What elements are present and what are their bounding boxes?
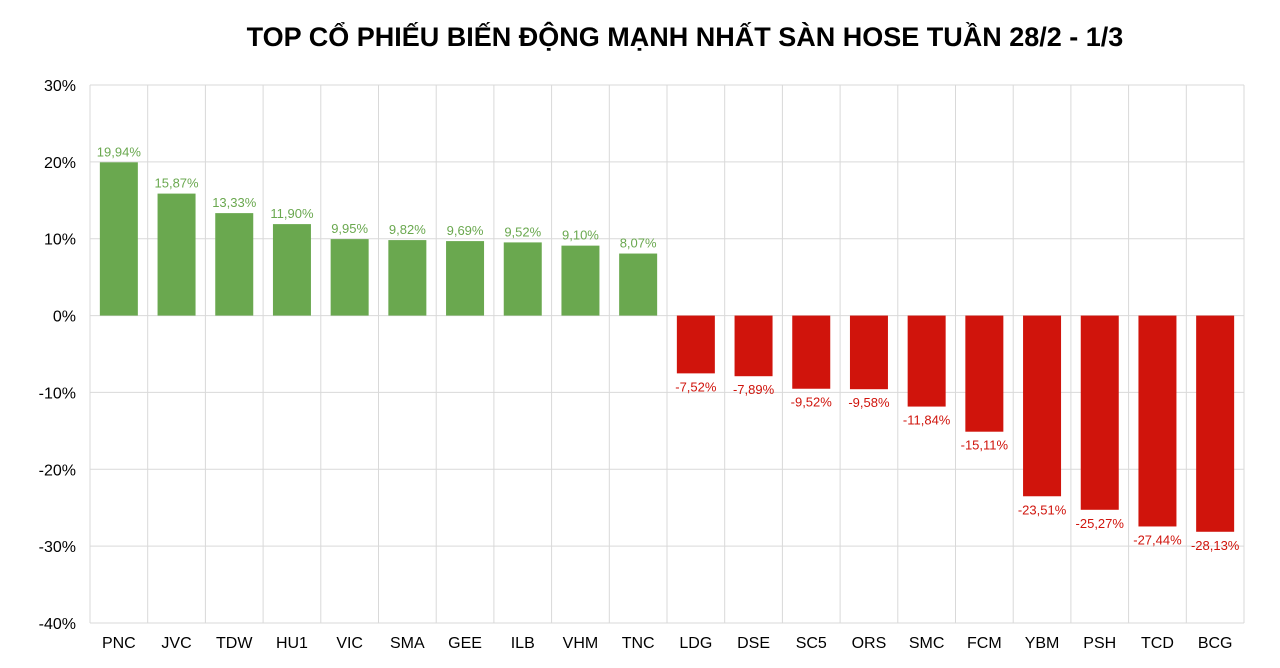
data-label: -9,52% [791,395,833,410]
x-category-label: TDW [216,635,253,652]
x-category-label: VHM [563,635,599,652]
gridlines [89,84,1245,624]
y-tick-label: 20% [44,155,76,172]
y-tick-label: -10% [39,385,76,402]
x-category-label: JVC [161,635,191,652]
data-label: 15,87% [155,176,200,191]
x-category-label: SC5 [796,635,827,652]
data-label: -7,89% [733,382,775,397]
bar-tcd [1138,315,1177,527]
bar-psh [1080,315,1119,510]
x-category-label: ORS [852,635,887,652]
data-label: 13,33% [212,195,257,210]
data-labels: 19,94% 15,87% 13,33% 11,90% 9,95% 9,82% 9,69% 9… [97,144,1240,552]
x-axis-category-labels: PNC JVC TDW HU1 VIC SMA GEE ILB VHM TNC LDG DSE SC5 O… [102,635,1233,652]
x-category-label: PNC [102,635,136,652]
x-category-label: GEE [448,635,482,652]
data-label: 9,10% [562,228,599,243]
bar-tnc [619,253,658,316]
bar-fcm [965,315,1004,432]
data-label: -11,84% [903,413,951,428]
bar-ilb [503,242,542,316]
y-tick-label: 0% [53,309,76,326]
data-label: -15,11% [961,438,1009,453]
x-category-label: TNC [622,635,655,652]
y-axis-tick-labels: 30% 20% 10% 0% -10% -20% -30% -40% [39,78,76,633]
x-category-label: DSE [737,635,770,652]
x-category-label: HU1 [276,635,308,652]
x-category-label: TCD [1141,635,1174,652]
data-label: -28,13% [1191,538,1240,553]
bar-ldg [676,315,715,374]
x-category-label: ILB [511,635,535,652]
x-category-label: VIC [336,635,363,652]
chart-title: TOP CỔ PHIẾU BIẾN ĐỘNG MẠNH NHẤT SÀN HOS… [246,22,1124,52]
bar-vhm [561,245,600,316]
bar-smc [907,315,946,407]
data-label: -27,44% [1133,532,1182,547]
x-category-label: SMC [909,635,945,652]
bar-bcg [1196,315,1235,532]
data-label: 9,82% [389,222,426,237]
data-label: -7,52% [675,379,717,394]
data-label: 11,90% [270,206,314,221]
bar-hu1 [272,224,311,316]
data-label: -9,58% [848,395,890,410]
data-label: -25,27% [1076,516,1125,531]
data-label: 9,52% [504,224,541,239]
y-tick-label: -20% [39,462,76,479]
bar-vic [330,239,369,316]
x-category-label: LDG [679,635,712,652]
bar-sc5 [792,315,831,389]
data-label: 9,95% [331,221,368,236]
bar-pnc [99,162,138,316]
bar-dse [734,315,773,377]
y-tick-label: 30% [44,78,76,95]
data-label: 19,94% [97,144,142,159]
bar-ybm [1023,315,1062,497]
y-tick-label: 10% [44,232,76,249]
data-label: 9,69% [447,223,484,238]
y-tick-label: -30% [39,539,76,556]
bars [99,162,1235,532]
data-label: 8,07% [620,236,657,251]
x-category-label: SMA [390,635,425,652]
bar-gee [446,241,485,316]
x-category-label: PSH [1083,635,1116,652]
x-category-label: BCG [1198,635,1233,652]
bar-tdw [215,213,254,316]
bar-sma [388,240,427,316]
x-category-label: YBM [1025,635,1060,652]
bar-jvc [157,193,196,316]
y-tick-label: -40% [39,616,76,633]
bar-ors [849,315,888,390]
x-category-label: FCM [967,635,1002,652]
data-label: -23,51% [1018,502,1067,517]
